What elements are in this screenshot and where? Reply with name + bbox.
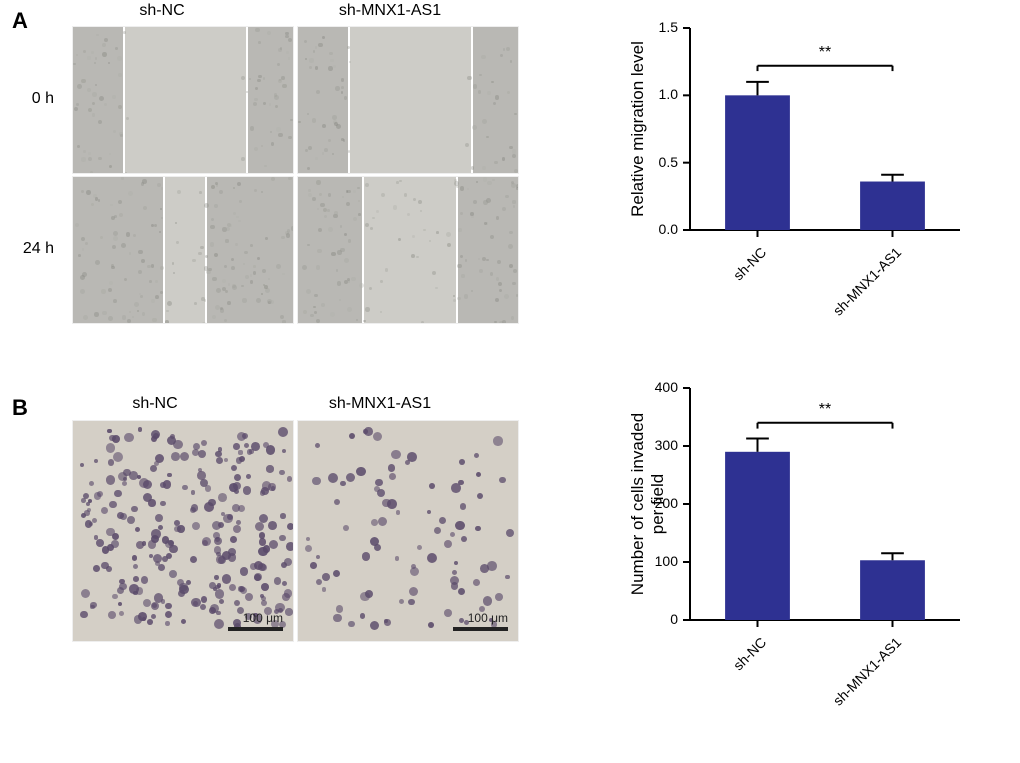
y-axis-title: Relative migration level [628, 28, 648, 230]
panel-b-col-label: sh-MNX1-AS1 [320, 395, 440, 413]
panel-b-label: B [12, 395, 28, 421]
panel-b-col-label: sh-NC [95, 395, 215, 413]
wound-heal-image [297, 176, 519, 324]
wound-heal-image [72, 26, 294, 174]
invasion-image: 100 μm [297, 420, 519, 642]
panel-b-chart: 0100200300400Number of cells invadedper … [610, 370, 980, 730]
panel-a-chart: 0.00.51.01.5Relative migration levelsh-N… [610, 10, 980, 340]
y-axis-title: Number of cells invadedper field [628, 388, 667, 620]
wound-heal-image [72, 176, 294, 324]
wound-heal-image [297, 26, 519, 174]
scalebar-label: 100 μm [243, 611, 283, 625]
panel-a-col-label: sh-MNX1-AS1 [330, 2, 450, 20]
panel-a-col-label: sh-NC [102, 2, 222, 20]
panel-a-row-label: 0 h [8, 90, 54, 108]
significance-marker: ** [805, 401, 845, 419]
panel-a-row-label: 24 h [8, 240, 54, 258]
invasion-image: 100 μm [72, 420, 294, 642]
scalebar-label: 100 μm [468, 611, 508, 625]
significance-marker: ** [805, 44, 845, 62]
panel-a-label: A [12, 8, 28, 34]
